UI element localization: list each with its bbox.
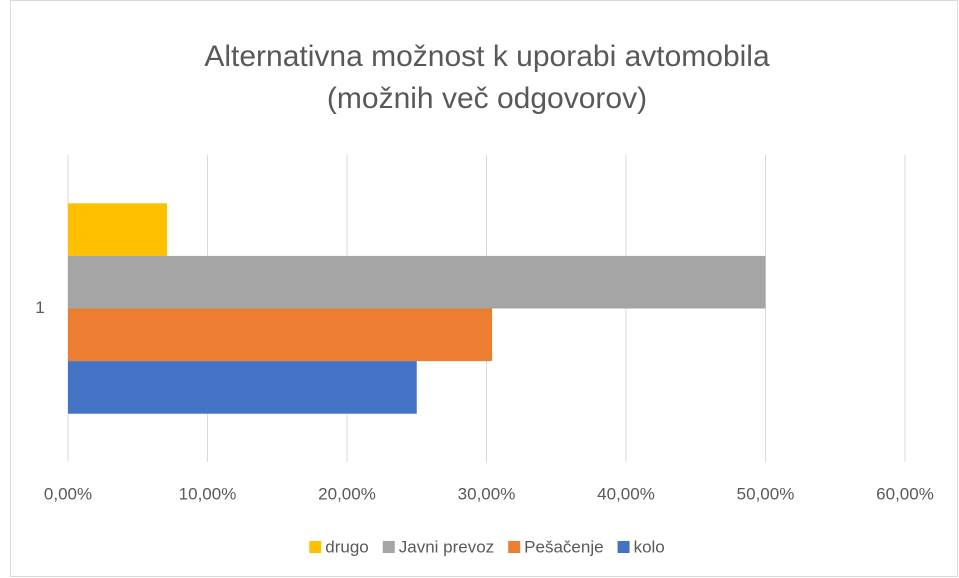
legend-label: Javni prevoz xyxy=(399,537,494,556)
legend-label: drugo xyxy=(325,537,368,556)
y-tick-label: 1 xyxy=(35,298,44,317)
bar xyxy=(68,203,168,256)
bar xyxy=(68,361,417,414)
bar xyxy=(68,255,766,309)
legend-label: kolo xyxy=(634,537,665,556)
bar xyxy=(68,308,493,362)
legend-swatch xyxy=(617,541,630,553)
legend-swatch xyxy=(508,541,521,553)
legend-swatch xyxy=(309,541,322,553)
x-tick-label: 60,00% xyxy=(876,484,934,503)
x-tick-label: 20,00% xyxy=(318,484,376,503)
legend-swatch xyxy=(382,541,395,553)
x-tick-label: 50,00% xyxy=(737,484,795,503)
legend-label: Pešačenje xyxy=(524,537,603,556)
x-tick-label: 10,00% xyxy=(179,484,237,503)
x-tick-label: 30,00% xyxy=(458,484,516,503)
chart-title: Alternativna možnost k uporabi avtomobil… xyxy=(204,40,770,73)
x-tick-label: 0,00% xyxy=(44,484,92,503)
x-tick-label: 40,00% xyxy=(597,484,655,503)
chart-title: (možnih več odgovorov) xyxy=(327,82,647,115)
